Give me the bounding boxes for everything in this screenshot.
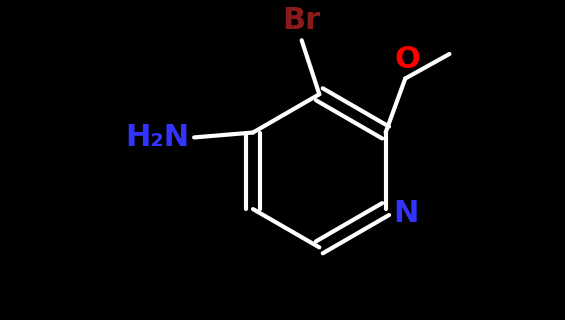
Text: Br: Br	[282, 6, 321, 35]
Text: N: N	[393, 199, 419, 228]
Text: O: O	[394, 44, 420, 74]
Text: H₂N: H₂N	[125, 123, 189, 152]
